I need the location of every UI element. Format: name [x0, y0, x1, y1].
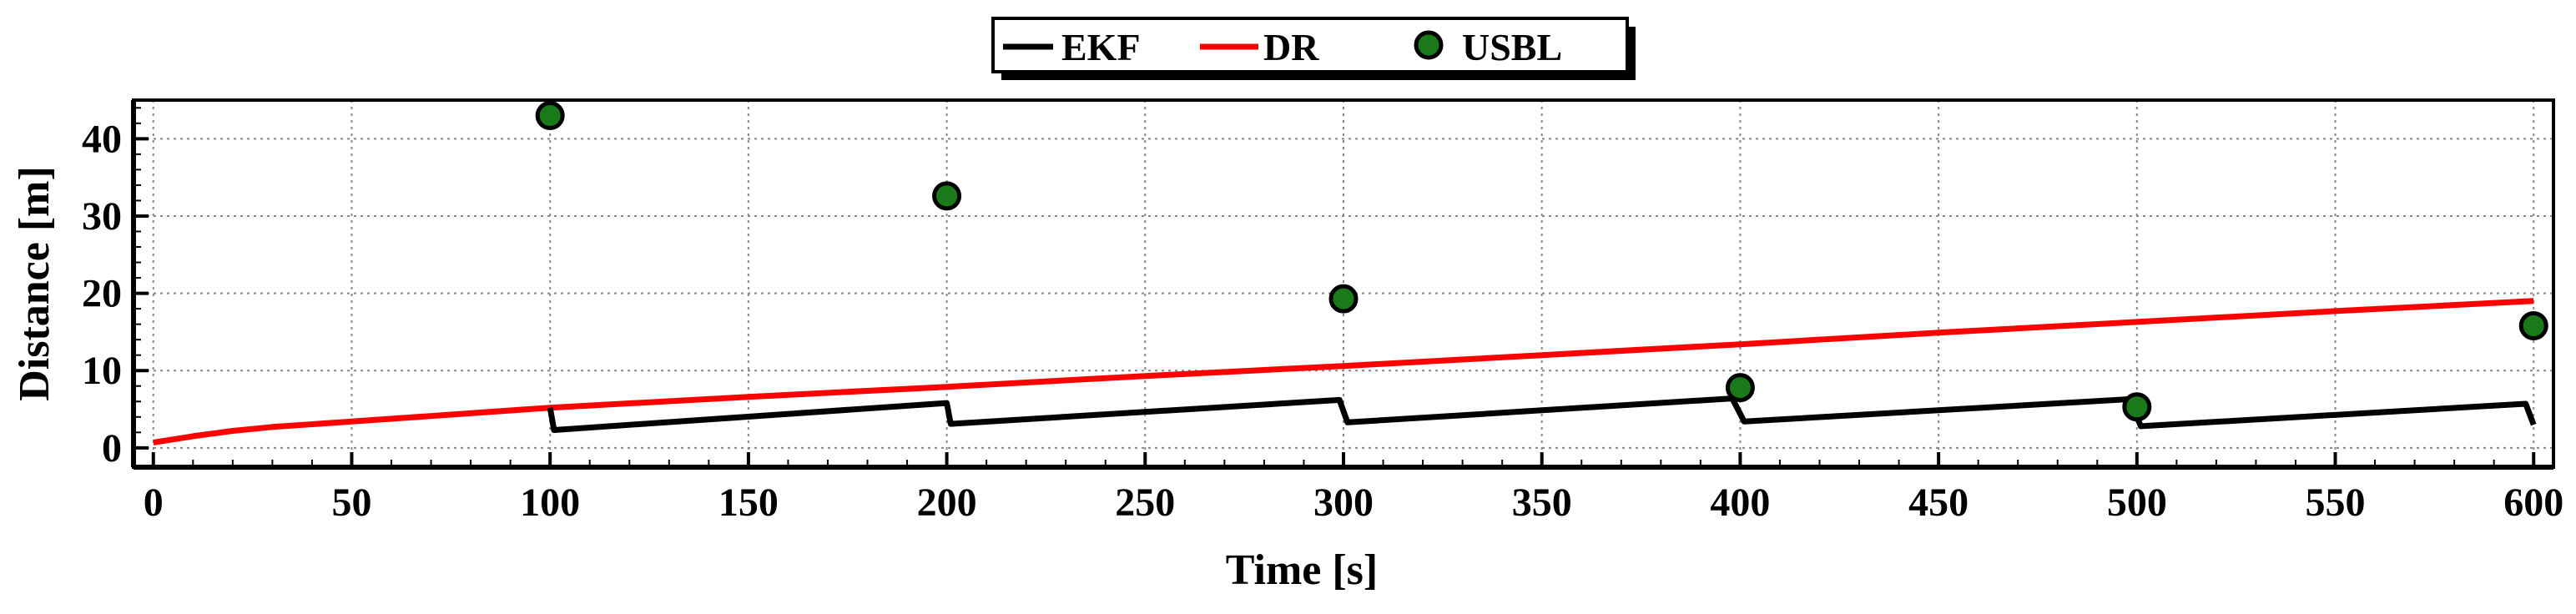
x-tick-label: 50	[331, 481, 371, 525]
x-tick-label: 600	[2503, 481, 2563, 525]
legend-label-dr: DR	[1263, 26, 1319, 68]
x-tick-label: 200	[917, 481, 977, 525]
legend-box	[991, 17, 1629, 73]
x-tick-label: 0	[144, 481, 164, 525]
data-point-usbl	[2518, 310, 2548, 340]
y-tick-label: 30	[82, 194, 122, 239]
y-axis-title: Distance [m]	[11, 166, 58, 401]
legend: EKF DR USBL	[991, 17, 1636, 80]
legend-swatch-usbl	[1414, 30, 1444, 60]
legend-label-usbl: USBL	[1462, 26, 1562, 68]
x-tick-label: 250	[1115, 481, 1175, 525]
y-tick-label: 10	[82, 349, 122, 393]
x-tick-label: 500	[2107, 481, 2167, 525]
y-tick-label: 20	[82, 272, 122, 316]
series-line-ekf	[547, 395, 2537, 433]
series-layer	[153, 101, 2548, 445]
data-point-usbl	[932, 181, 962, 211]
data-point-usbl	[1328, 284, 1359, 314]
data-point-usbl	[1725, 373, 1755, 403]
x-axis-title: Time [s]	[1226, 546, 1378, 594]
x-tick-label: 550	[2306, 481, 2366, 525]
x-tick-label: 300	[1313, 481, 1374, 525]
x-tick-label: 400	[1710, 481, 1770, 525]
x-tick-label: 350	[1512, 481, 1572, 525]
y-tick-label: 0	[102, 426, 122, 471]
x-tick-label: 450	[1908, 481, 1969, 525]
legend-label-ekf: EKF	[1061, 26, 1141, 68]
x-axis-ticks: 0 50 100 150 200 250 300 350 400 450 500 550 600	[144, 452, 2563, 525]
x-tick-label: 150	[718, 481, 779, 525]
y-tick-label: 40	[82, 117, 122, 161]
data-point-usbl	[535, 101, 565, 131]
series-line-dr	[153, 298, 2534, 445]
x-tick-label: 100	[520, 481, 580, 525]
data-point-usbl	[2122, 392, 2152, 422]
